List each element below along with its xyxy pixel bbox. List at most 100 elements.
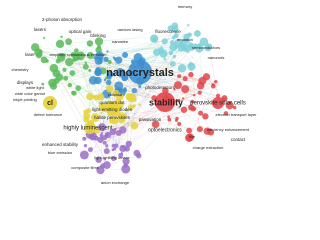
edge [163,53,179,101]
node-bubble [173,81,182,90]
node-label: displays [17,80,34,85]
hub-bubble [84,122,96,134]
node-bubble [83,144,88,148]
edge [53,72,99,87]
node-bubble [118,152,124,158]
node-bubble [202,113,209,120]
node-bubble [177,64,187,73]
node-label: semiconductors [192,45,220,50]
node-bubble [186,127,193,134]
labels: memory 2-photon absorption lasers optical g… [11,4,257,185]
node-label: random lasing [117,27,142,32]
node-bubble [214,79,218,84]
node-bubble [103,56,109,63]
node-bubble [163,57,167,61]
node-bubble [177,74,182,79]
node-bubble [107,59,112,65]
node-bubble [196,126,203,133]
node-bubble [69,70,76,77]
node-bubble [55,39,65,49]
node-label: electron transport layer [216,112,258,117]
node-label: highly luminescent [63,126,113,132]
node-bubble [167,117,172,122]
node-bubble [167,25,174,32]
node-bubble [106,85,114,93]
edge [109,44,200,90]
edge [95,61,110,118]
node-bubble [149,34,159,43]
node-label: lasers [34,27,47,32]
node-label: fluorescence [155,29,181,34]
node-bubble [127,104,134,111]
edge [113,78,186,159]
node-bubble [95,46,102,54]
edge [134,74,191,91]
node-bubble [125,140,132,148]
edge [59,77,105,160]
node-bubble [176,98,181,103]
edge [119,45,191,97]
edge [113,25,175,159]
node-label: laser [25,52,35,57]
node-bubble [86,40,94,47]
edge [199,48,203,81]
network-map: memory 2-photon absorption lasers optical g… [11,4,257,185]
node-bubble [167,115,170,119]
node-bubble [108,117,116,124]
node-bubble [194,30,201,37]
node-bubble [187,62,196,71]
node-label: optical gain [69,29,92,34]
node-bubble [207,129,215,136]
node-bubble [86,92,94,101]
node-bubble [96,115,100,119]
node-label: efficiency enhancement [207,127,250,132]
node-bubble [190,99,195,104]
node-bubble [110,155,117,161]
node-label: wide color gamut [15,91,46,96]
edge [80,55,91,97]
node-bubble [225,101,234,110]
node-bubble [173,33,179,39]
node-label: light-emitting device [94,155,130,160]
node-bubble [95,156,102,163]
node-bubble [118,73,123,78]
node-bubble [180,106,188,113]
hub-bubble [128,60,152,84]
node-bubble [100,111,103,115]
node-bubble [182,97,185,100]
node-label: memory [178,4,192,9]
edge [73,25,175,55]
edge [69,61,117,109]
node-bubble [182,76,188,82]
node-bubble [40,56,48,64]
node-bubble [41,82,45,86]
node-label: contact [231,137,246,142]
node-bubble [119,126,127,134]
node-bubble [172,54,177,59]
node-label: blinking [90,33,106,38]
node-label: chemistry [11,67,28,72]
node-bubble [98,123,106,132]
node-bubble [55,73,64,82]
edge [98,49,211,133]
edge [56,73,113,121]
node-bubble [71,90,75,95]
edge [96,108,195,131]
edge [101,108,194,134]
edge [167,81,216,101]
hub-bubble [105,101,119,115]
node-bubble [90,135,94,139]
node-bubble [65,57,74,67]
edge [38,52,113,115]
node-bubble [121,164,131,174]
node-bubble [106,50,109,53]
node-bubble [67,82,73,88]
node-bubble [97,93,105,101]
node-bubble [103,157,107,161]
node-label: stability [149,97,183,107]
edge [59,77,156,125]
edge [84,145,117,156]
node-bubble [86,52,94,59]
edge [122,74,190,139]
node-bubble [87,147,93,153]
